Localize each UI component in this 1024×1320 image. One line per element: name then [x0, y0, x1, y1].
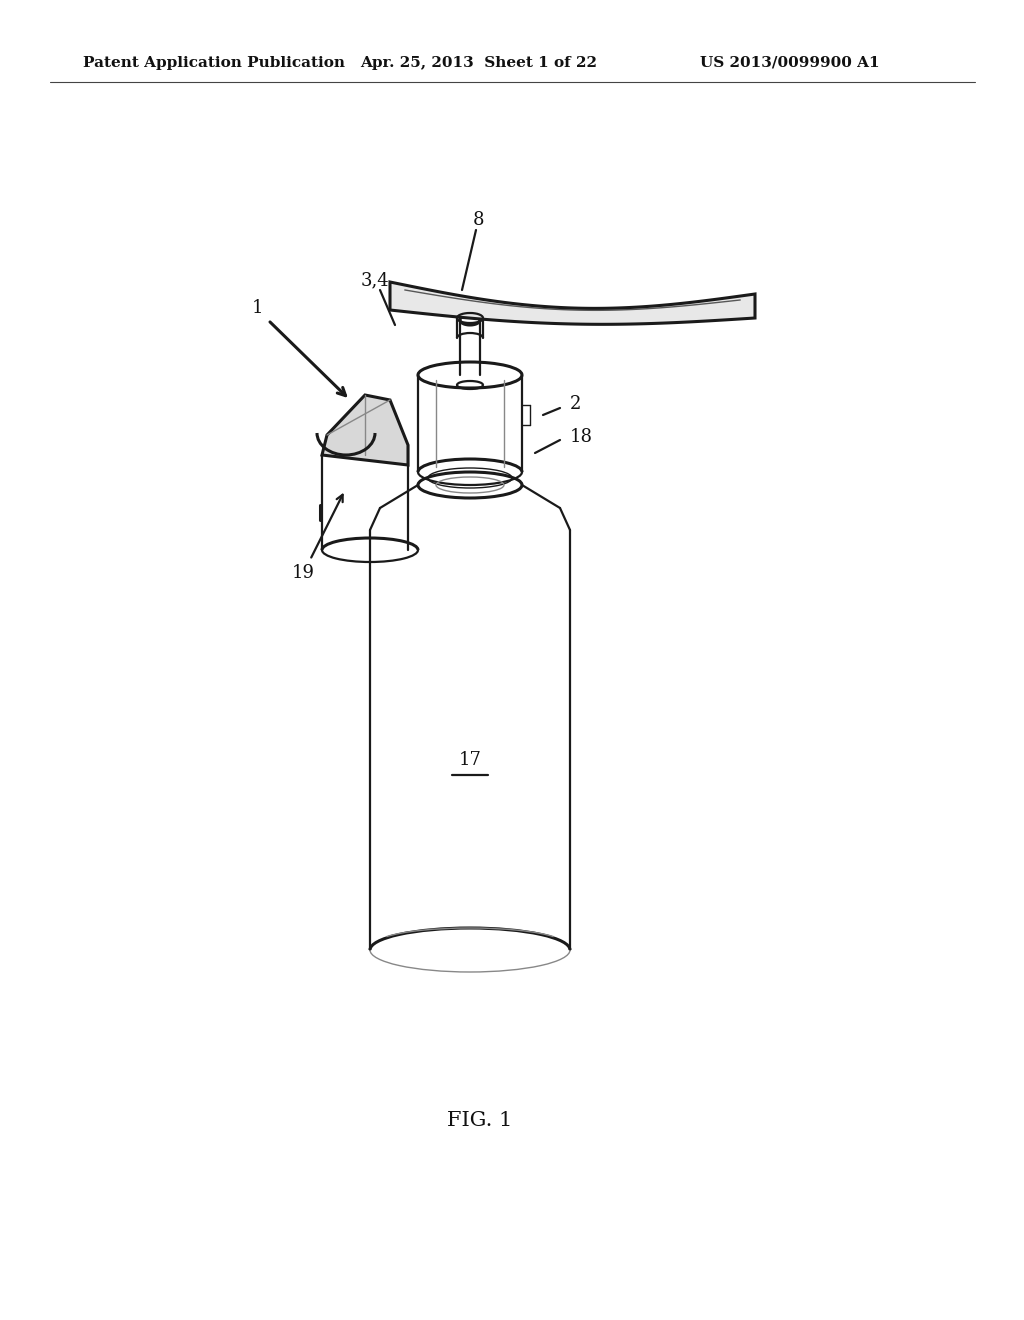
Text: Apr. 25, 2013  Sheet 1 of 22: Apr. 25, 2013 Sheet 1 of 22 [360, 55, 597, 70]
Text: 17: 17 [459, 751, 481, 770]
Text: 3,4: 3,4 [360, 271, 389, 289]
Polygon shape [322, 395, 408, 465]
Text: 1: 1 [252, 300, 264, 317]
Text: 8: 8 [472, 211, 483, 228]
Text: 18: 18 [570, 428, 593, 446]
Polygon shape [390, 282, 755, 325]
Text: 19: 19 [292, 564, 314, 582]
Text: Patent Application Publication: Patent Application Publication [83, 55, 345, 70]
Text: FIG. 1: FIG. 1 [447, 1110, 513, 1130]
Text: US 2013/0099900 A1: US 2013/0099900 A1 [700, 55, 880, 70]
Text: 2: 2 [570, 395, 582, 413]
